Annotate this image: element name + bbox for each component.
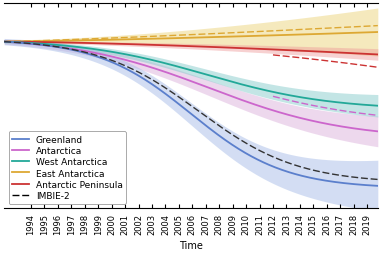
Legend: Greenland, Antarctica, West Antarctica, East Antarctica, Antarctic Peninsula, IM: Greenland, Antarctica, West Antarctica, … — [9, 132, 126, 204]
X-axis label: Time: Time — [179, 240, 203, 250]
